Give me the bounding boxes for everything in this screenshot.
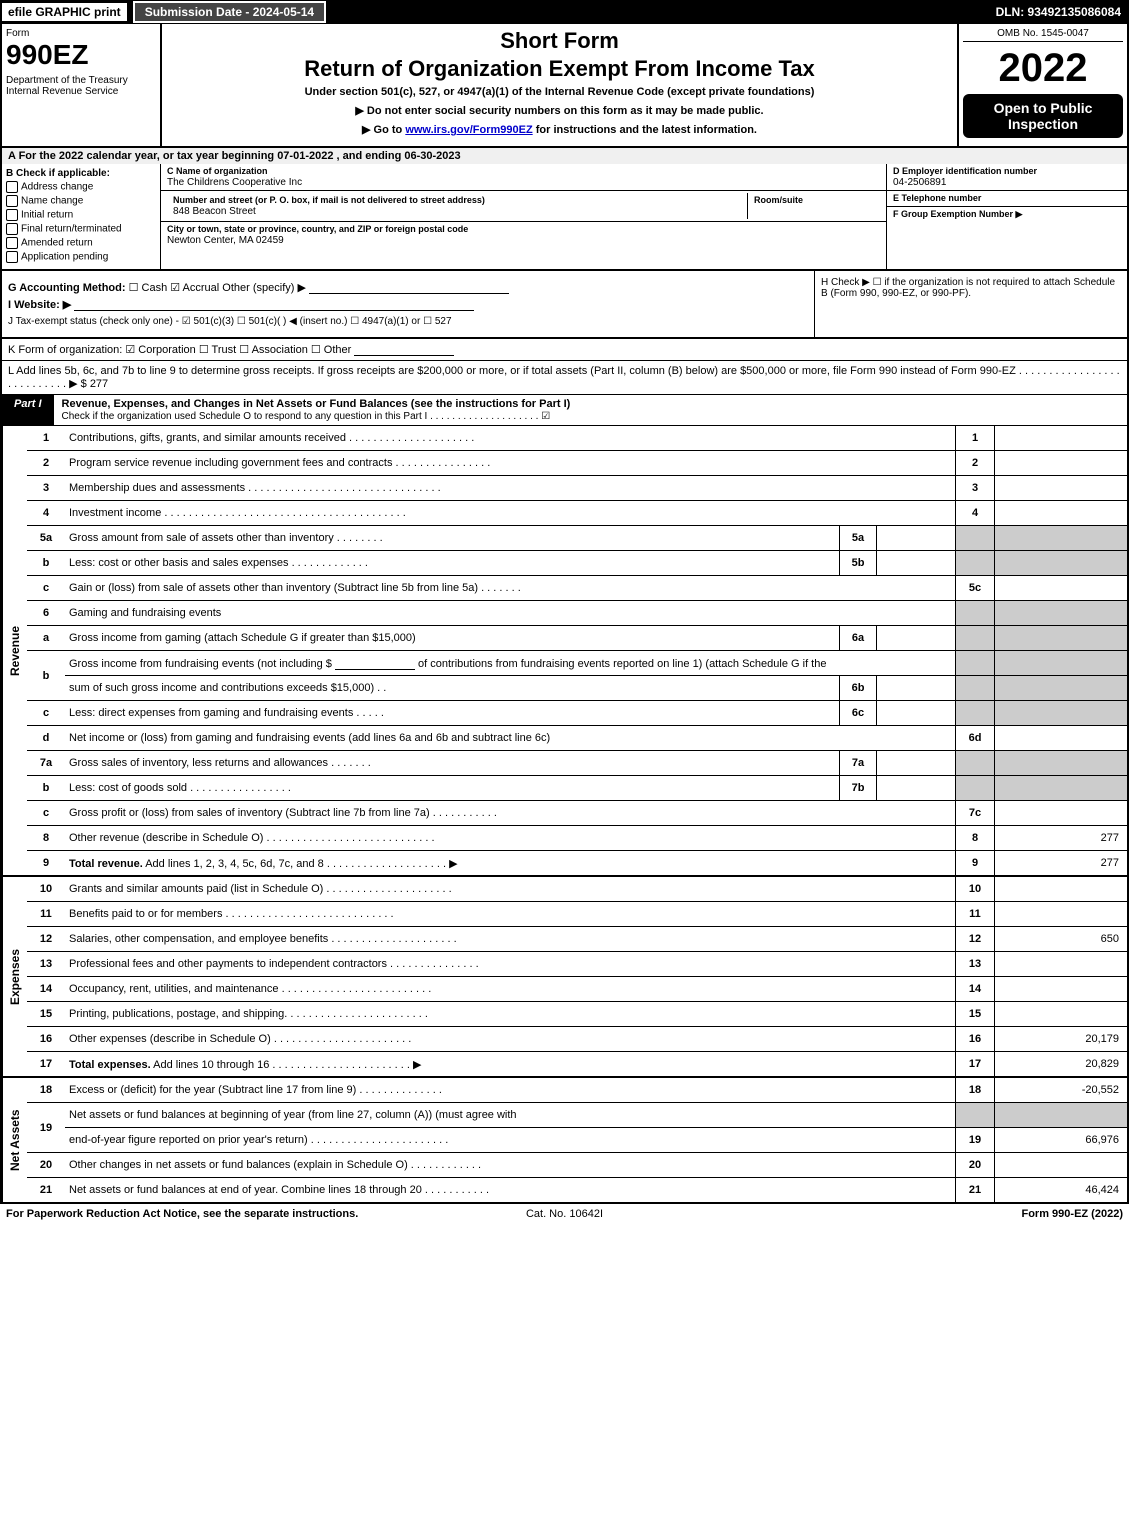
street-label: Number and street (or P. O. box, if mail… (173, 195, 485, 205)
ghij-block: G Accounting Method: ☐ Cash ☑ Accrual Ot… (0, 271, 1129, 339)
line-7b: bLess: cost of goods sold . . . . . . . … (27, 776, 1127, 801)
section-l: L Add lines 5b, 6c, and 7b to line 9 to … (0, 361, 1129, 395)
department: Department of the TreasuryInternal Reven… (6, 75, 156, 97)
line-6d: dNet income or (loss) from gaming and fu… (27, 726, 1127, 751)
group-exemption-label: F Group Exemption Number ▶ (893, 209, 1022, 219)
ein-value: 04-2506891 (893, 177, 946, 188)
revenue-table: 1Contributions, gifts, grants, and simil… (27, 426, 1127, 875)
section-b-label: B Check if applicable: (6, 168, 110, 179)
line-6b-cont: sum of such gross income and contributio… (27, 676, 1127, 701)
line-7c: cGross profit or (loss) from sales of in… (27, 801, 1127, 826)
instruction-2: ▶ Go to www.irs.gov/Form990EZ for instru… (170, 123, 949, 136)
line-19-a: 19Net assets or fund balances at beginni… (27, 1103, 1127, 1128)
check-address-change[interactable]: Address change (6, 181, 156, 193)
part-i-title: Revenue, Expenses, and Changes in Net As… (54, 395, 1127, 425)
expenses-section: Expenses 10Grants and similar amounts pa… (0, 877, 1129, 1078)
part-i-header: Part I Revenue, Expenses, and Changes in… (0, 395, 1129, 426)
open-to-public: Open to Public Inspection (963, 94, 1123, 138)
line-18: 18Excess or (deficit) for the year (Subt… (27, 1078, 1127, 1103)
section-def: D Employer identification number 04-2506… (886, 164, 1127, 269)
net-assets-table: 18Excess or (deficit) for the year (Subt… (27, 1078, 1127, 1202)
room-label: Room/suite (754, 195, 803, 205)
form-header: Form 990EZ Department of the TreasuryInt… (0, 24, 1129, 148)
header-right: OMB No. 1545-0047 2022 Open to Public In… (957, 24, 1127, 146)
line-20: 20Other changes in net assets or fund ba… (27, 1153, 1127, 1178)
return-title: Return of Organization Exempt From Incom… (170, 56, 949, 82)
form-word: Form (6, 28, 156, 39)
section-b: B Check if applicable: Address change Na… (2, 164, 161, 269)
header-center: Short Form Return of Organization Exempt… (162, 24, 957, 146)
section-g: G Accounting Method: ☐ Cash ☑ Accrual Ot… (8, 281, 808, 294)
line-5b: bLess: cost or other basis and sales exp… (27, 551, 1127, 576)
org-name-label: C Name of organization (167, 166, 268, 176)
section-h: H Check ▶ ☐ if the organization is not r… (814, 271, 1127, 337)
revenue-side-label: Revenue (2, 426, 27, 875)
line-13: 13Professional fees and other payments t… (27, 952, 1127, 977)
section-j: J Tax-exempt status (check only one) - ☑… (8, 315, 808, 327)
check-amended-return[interactable]: Amended return (6, 237, 156, 249)
line-6: 6Gaming and fundraising events (27, 601, 1127, 626)
line-6a: aGross income from gaming (attach Schedu… (27, 626, 1127, 651)
line-4: 4Investment income . . . . . . . . . . .… (27, 501, 1127, 526)
instruction-1: ▶ Do not enter social security numbers o… (170, 104, 949, 117)
footer-right: Form 990-EZ (2022) (751, 1208, 1123, 1220)
page-footer: For Paperwork Reduction Act Notice, see … (0, 1204, 1129, 1224)
line-21: 21Net assets or fund balances at end of … (27, 1178, 1127, 1203)
line-9: 9Total revenue. Add lines 1, 2, 3, 4, 5c… (27, 851, 1127, 876)
submission-date: Submission Date - 2024-05-14 (133, 1, 326, 23)
section-k: K Form of organization: ☑ Corporation ☐ … (0, 339, 1129, 361)
form-number: 990EZ (6, 39, 156, 71)
line-12: 12Salaries, other compensation, and empl… (27, 927, 1127, 952)
part-i-label: Part I (2, 395, 54, 425)
section-a-text: A For the 2022 calendar year, or tax yea… (8, 150, 461, 162)
under-section: Under section 501(c), 527, or 4947(a)(1)… (170, 86, 949, 98)
line-8: 8Other revenue (describe in Schedule O) … (27, 826, 1127, 851)
street-value: 848 Beacon Street (173, 206, 256, 217)
line-6b: bGross income from fundraising events (n… (27, 651, 1127, 676)
revenue-section: Revenue 1Contributions, gifts, grants, a… (0, 426, 1129, 877)
net-assets-section: Net Assets 18Excess or (deficit) for the… (0, 1078, 1129, 1204)
expenses-table: 10Grants and similar amounts paid (list … (27, 877, 1127, 1076)
line-19-b: end-of-year figure reported on prior yea… (27, 1128, 1127, 1153)
info-block: B Check if applicable: Address change Na… (0, 164, 1129, 271)
expenses-side-label: Expenses (2, 877, 27, 1076)
dln-label: DLN: 93492135086084 (996, 5, 1129, 19)
line-16: 16Other expenses (describe in Schedule O… (27, 1027, 1127, 1052)
section-i: I Website: ▶ (8, 298, 808, 311)
tax-year: 2022 (963, 48, 1123, 88)
line-2: 2Program service revenue including gover… (27, 451, 1127, 476)
short-form-title: Short Form (170, 28, 949, 54)
footer-left: For Paperwork Reduction Act Notice, see … (6, 1208, 378, 1220)
section-a: A For the 2022 calendar year, or tax yea… (0, 148, 1129, 164)
efile-label[interactable]: efile GRAPHIC print (0, 1, 129, 23)
phone-label: E Telephone number (893, 193, 981, 203)
check-application-pending[interactable]: Application pending (6, 251, 156, 263)
line-11: 11Benefits paid to or for members . . . … (27, 902, 1127, 927)
net-assets-side-label: Net Assets (2, 1078, 27, 1202)
ein-label: D Employer identification number (893, 166, 1037, 176)
section-c: C Name of organization The Childrens Coo… (161, 164, 886, 269)
line-14: 14Occupancy, rent, utilities, and mainte… (27, 977, 1127, 1002)
top-bar: efile GRAPHIC print Submission Date - 20… (0, 0, 1129, 24)
line-7a: 7aGross sales of inventory, less returns… (27, 751, 1127, 776)
city-label: City or town, state or province, country… (167, 224, 468, 234)
city-value: Newton Center, MA 02459 (167, 235, 284, 246)
check-final-return[interactable]: Final return/terminated (6, 223, 156, 235)
line-1: 1Contributions, gifts, grants, and simil… (27, 426, 1127, 451)
header-left: Form 990EZ Department of the TreasuryInt… (2, 24, 162, 146)
omb-number: OMB No. 1545-0047 (963, 28, 1123, 42)
line-3: 3Membership dues and assessments . . . .… (27, 476, 1127, 501)
line-6c: cLess: direct expenses from gaming and f… (27, 701, 1127, 726)
irs-link[interactable]: www.irs.gov/Form990EZ (405, 124, 532, 136)
check-name-change[interactable]: Name change (6, 195, 156, 207)
check-initial-return[interactable]: Initial return (6, 209, 156, 221)
line-5c: cGain or (loss) from sale of assets othe… (27, 576, 1127, 601)
footer-center: Cat. No. 10642I (378, 1208, 750, 1220)
line-15: 15Printing, publications, postage, and s… (27, 1002, 1127, 1027)
line-10: 10Grants and similar amounts paid (list … (27, 877, 1127, 902)
line-5a: 5aGross amount from sale of assets other… (27, 526, 1127, 551)
org-name: The Childrens Cooperative Inc (167, 177, 302, 188)
line-17: 17Total expenses. Add lines 10 through 1… (27, 1052, 1127, 1077)
